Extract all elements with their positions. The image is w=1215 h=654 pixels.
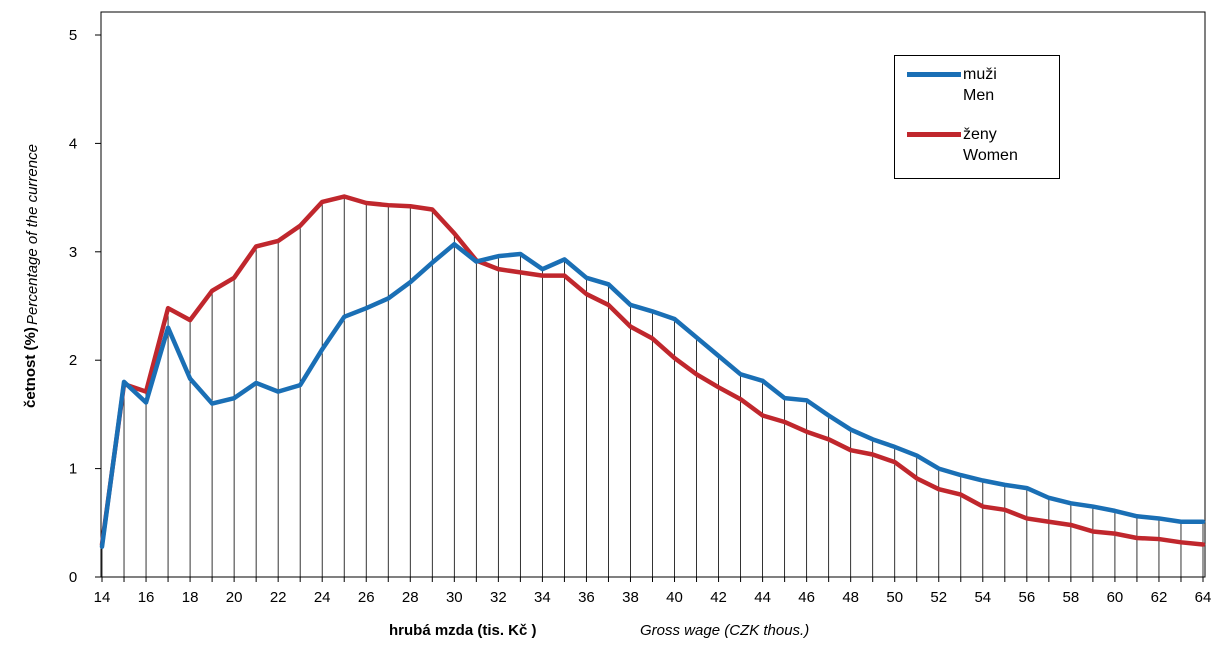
x-tick-label: 42 (710, 589, 727, 606)
series-line-women (99, 194, 1206, 547)
legend-swatch-women (907, 132, 961, 137)
x-tick-label: 56 (1018, 589, 1035, 606)
y-axis-label-en: Percentage of the currence (24, 144, 41, 325)
drop-lines (101, 196, 1204, 577)
y-tick-label: 3 (69, 244, 77, 261)
x-tick-label: 62 (1151, 589, 1168, 606)
x-tick-label: 22 (270, 589, 287, 606)
legend: muži Men ženy Women (894, 55, 1060, 179)
x-tick-label: 18 (182, 589, 199, 606)
legend-item-women: ženy Women (907, 124, 1018, 166)
x-tick-label: 54 (974, 589, 991, 606)
x-tick-label: 38 (622, 589, 639, 606)
legend-item-men: muži Men (907, 64, 997, 106)
x-axis-label-cz: hrubá mzda (tis. Kč ) (389, 622, 537, 639)
legend-swatch-men (907, 72, 961, 77)
legend-label-women-en: Women (963, 147, 1018, 164)
x-tick-label: 32 (490, 589, 507, 606)
series-lines (99, 194, 1206, 549)
x-tick-label: 60 (1107, 589, 1124, 606)
x-tick-label: 28 (402, 589, 419, 606)
y-tick-label: 1 (69, 461, 77, 478)
x-tick-label: 14 (94, 589, 111, 606)
legend-label-women-cz: ženy (963, 126, 997, 143)
x-tick-label: 48 (842, 589, 859, 606)
x-axis-label-en: Gross wage (CZK thous.) (640, 622, 810, 639)
legend-label-women: ženy Women (963, 124, 1018, 166)
series-line-men (99, 241, 1206, 549)
legend-label-men: muži Men (963, 64, 997, 106)
y-tick-label: 0 (69, 569, 77, 586)
x-axis-ticks: 14 16 18 20 22 24 26 28 30 32 34 36 38 40 42 44 46 48 50 52… (94, 577, 1212, 606)
x-tick-label: 40 (666, 589, 683, 606)
y-tick-label: 4 (69, 135, 77, 152)
x-tick-label: 34 (534, 589, 551, 606)
x-tick-label: 52 (930, 589, 947, 606)
legend-label-men-cz: muži (963, 66, 997, 83)
y-tick-label: 5 (69, 27, 77, 44)
x-tick-label: 46 (798, 589, 815, 606)
x-tick-label: 30 (446, 589, 463, 606)
legend-label-men-en: Men (963, 87, 995, 104)
y-tick-label: 2 (69, 352, 77, 369)
y-axis-label-cz: četnost (%) (22, 327, 39, 408)
x-tick-label: 64 (1195, 589, 1212, 606)
x-tick-label: 24 (314, 589, 331, 606)
x-tick-label: 58 (1063, 589, 1080, 606)
x-tick-label: 16 (138, 589, 155, 606)
x-tick-label: 44 (754, 589, 771, 606)
x-tick-label: 26 (358, 589, 375, 606)
x-tick-label: 20 (226, 589, 243, 606)
x-tick-label: 50 (886, 589, 903, 606)
x-tick-label: 36 (578, 589, 595, 606)
y-axis-ticks: 0 1 2 3 4 5 (69, 27, 101, 586)
